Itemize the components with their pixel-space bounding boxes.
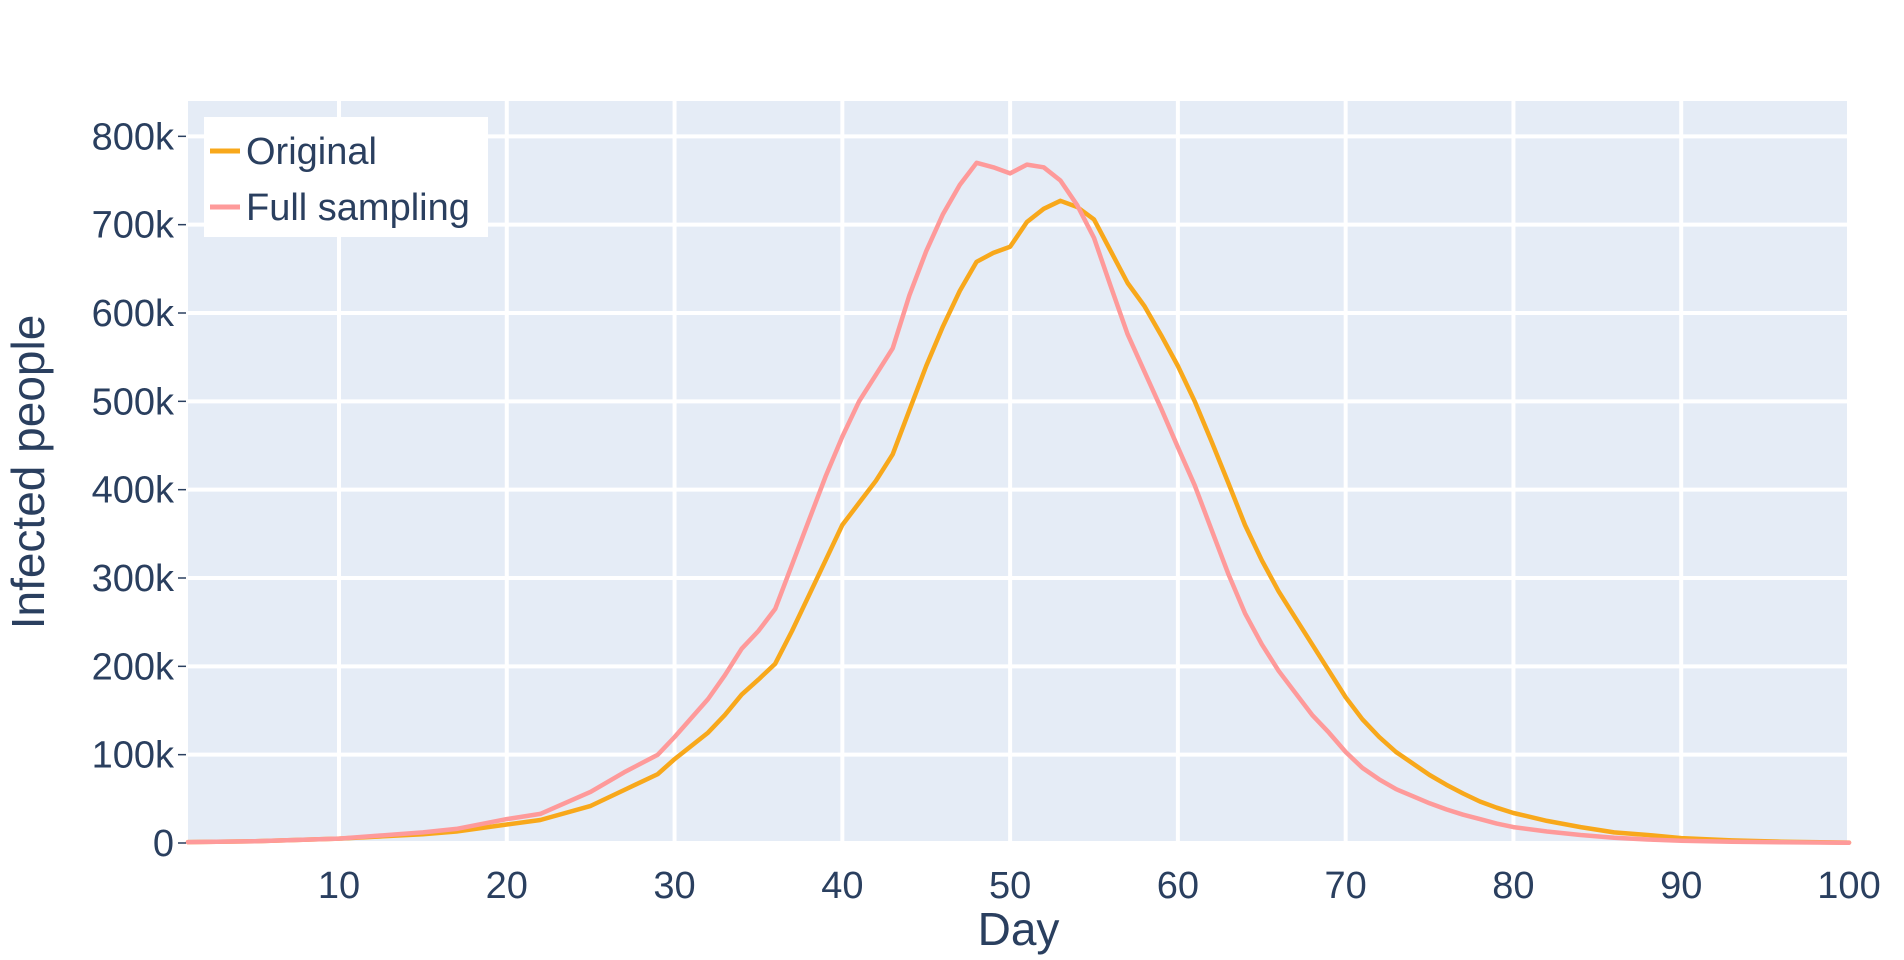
x-axis-ticks: 10 20 30 40 50 60 70 80 90 100 bbox=[318, 865, 1881, 907]
legend-label: Original bbox=[246, 131, 377, 173]
legend-box bbox=[204, 117, 488, 237]
x-tick-label: 60 bbox=[1157, 865, 1199, 907]
y-tick-label: 400k bbox=[92, 470, 175, 512]
y-tick-label: 600k bbox=[92, 293, 175, 335]
legend-item-full-sampling[interactable]: Full sampling bbox=[210, 187, 470, 229]
x-tick-label: 90 bbox=[1660, 865, 1702, 907]
series-lines bbox=[185, 160, 1852, 845]
x-axis-title: Day bbox=[978, 903, 1060, 955]
x-tick-label: 80 bbox=[1492, 865, 1534, 907]
x-tick-label: 20 bbox=[486, 865, 528, 907]
y-axis-title: Infected people bbox=[2, 315, 54, 630]
x-tick-label: 30 bbox=[653, 865, 695, 907]
y-tick-label: 500k bbox=[92, 381, 175, 423]
x-tick-label: 10 bbox=[318, 865, 360, 907]
y-tick-label: 200k bbox=[92, 646, 175, 688]
series-line-full-sampling bbox=[185, 160, 1852, 845]
y-axis-ticks: 0 100k 200k 300k 400k 500k 600k 700k 800k bbox=[92, 116, 186, 865]
y-tick-label: 800k bbox=[92, 116, 175, 158]
y-tick-label: 300k bbox=[92, 558, 175, 600]
x-tick-label: 70 bbox=[1325, 865, 1367, 907]
legend-label: Full sampling bbox=[246, 187, 470, 229]
y-tick-label: 100k bbox=[92, 735, 175, 777]
y-tick-label: 0 bbox=[153, 823, 174, 865]
x-tick-label: 40 bbox=[821, 865, 863, 907]
x-tick-label: 50 bbox=[989, 865, 1031, 907]
x-tick-label: 100 bbox=[1817, 865, 1880, 907]
legend-item-original[interactable]: Original bbox=[210, 131, 377, 173]
y-tick-label: 700k bbox=[92, 205, 175, 247]
series-line-original bbox=[185, 198, 1852, 845]
legend[interactable]: Original Full sampling bbox=[204, 117, 488, 237]
